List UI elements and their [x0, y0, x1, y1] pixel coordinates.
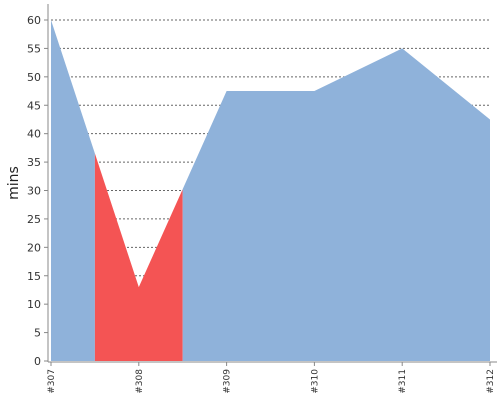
x-tick-label: #311: [398, 369, 408, 394]
y-tick-label: 30: [27, 185, 41, 198]
area-segment: [51, 20, 95, 361]
y-tick-label: 55: [27, 42, 41, 55]
y-tick-label: 20: [27, 241, 41, 254]
x-tick-labels: #307 #308 #309 #310 #311 #312: [47, 362, 496, 394]
x-tick-label: #309: [223, 369, 233, 394]
area-segment: [182, 48, 490, 362]
axes: [47, 4, 497, 363]
y-tick-label: 60: [27, 14, 41, 27]
x-tick-label: #308: [135, 369, 145, 394]
y-tick-label: 0: [34, 355, 41, 368]
y-tick-label: 5: [34, 327, 41, 340]
x-tick-label: #310: [310, 369, 320, 394]
y-tick-label: 25: [27, 213, 41, 226]
x-tick-label: #312: [486, 369, 496, 394]
y-axis-title: mins: [6, 166, 22, 200]
y-tick-label: 40: [27, 128, 41, 141]
y-tick-label: 10: [27, 298, 41, 311]
y-tick-label: 15: [27, 270, 41, 283]
x-tick-label: #307: [47, 369, 57, 394]
y-tick-labels: 0 5 10 15 20 25 30 35 40 45 50 55 60: [27, 14, 48, 368]
plot-area: [51, 20, 490, 362]
y-tick-label: 45: [27, 99, 41, 112]
y-tick-label: 50: [27, 71, 41, 84]
area-segment-highlight: [94, 153, 183, 361]
y-tick-label: 35: [27, 156, 41, 169]
